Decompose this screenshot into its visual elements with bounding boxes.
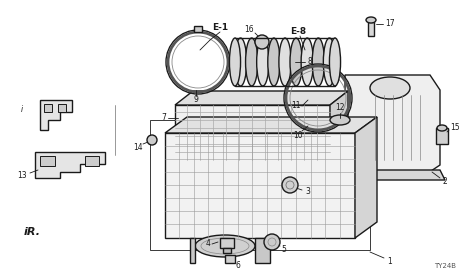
Ellipse shape <box>256 38 269 86</box>
Bar <box>58 104 66 112</box>
Ellipse shape <box>330 115 350 125</box>
Bar <box>150 120 370 250</box>
Text: 11: 11 <box>291 101 301 110</box>
Ellipse shape <box>312 38 324 86</box>
Polygon shape <box>340 170 445 180</box>
Circle shape <box>264 234 280 250</box>
Bar <box>220 238 234 248</box>
Ellipse shape <box>370 77 410 99</box>
Polygon shape <box>330 91 348 160</box>
Bar <box>40 156 55 166</box>
Text: 2: 2 <box>443 178 447 187</box>
Polygon shape <box>175 91 348 105</box>
Bar <box>235 38 335 86</box>
Ellipse shape <box>195 235 255 257</box>
Ellipse shape <box>323 38 336 86</box>
Text: 16: 16 <box>244 25 254 35</box>
Text: 15: 15 <box>450 124 460 133</box>
Polygon shape <box>345 75 440 175</box>
Circle shape <box>255 35 269 49</box>
Text: E-1: E-1 <box>212 24 228 33</box>
Text: 7: 7 <box>162 113 166 122</box>
Bar <box>85 156 99 166</box>
Bar <box>225 255 235 263</box>
Bar <box>223 248 231 253</box>
Polygon shape <box>165 117 377 133</box>
Text: 1: 1 <box>388 258 392 267</box>
Text: 5: 5 <box>282 246 286 255</box>
Bar <box>44 104 52 112</box>
Circle shape <box>147 135 157 145</box>
Polygon shape <box>255 238 270 263</box>
Text: iR.: iR. <box>24 227 40 237</box>
Ellipse shape <box>246 38 258 86</box>
Ellipse shape <box>329 38 340 86</box>
Text: 17: 17 <box>385 19 395 28</box>
Text: 6: 6 <box>236 261 240 270</box>
Text: 12: 12 <box>335 104 345 113</box>
Ellipse shape <box>290 38 302 86</box>
Ellipse shape <box>235 38 246 86</box>
Polygon shape <box>190 238 195 263</box>
Text: 10: 10 <box>293 132 303 141</box>
Text: 13: 13 <box>17 170 27 179</box>
Polygon shape <box>40 100 72 130</box>
Circle shape <box>282 177 298 193</box>
Polygon shape <box>35 152 105 178</box>
Text: 4: 4 <box>206 239 210 249</box>
Text: TY24B: TY24B <box>434 263 456 269</box>
Bar <box>436 128 448 144</box>
Text: 9: 9 <box>193 96 199 104</box>
Polygon shape <box>165 133 355 238</box>
Bar <box>194 26 202 32</box>
Polygon shape <box>355 117 377 238</box>
Polygon shape <box>175 105 330 160</box>
Ellipse shape <box>437 125 447 131</box>
Text: 14: 14 <box>133 144 143 153</box>
Ellipse shape <box>229 38 241 86</box>
Ellipse shape <box>301 38 313 86</box>
Text: 3: 3 <box>306 187 310 196</box>
Text: 8: 8 <box>308 58 312 67</box>
Text: E-8: E-8 <box>290 27 306 36</box>
Ellipse shape <box>279 38 291 86</box>
Polygon shape <box>368 22 374 36</box>
Text: i: i <box>21 105 23 115</box>
Ellipse shape <box>366 17 376 23</box>
Ellipse shape <box>268 38 280 86</box>
